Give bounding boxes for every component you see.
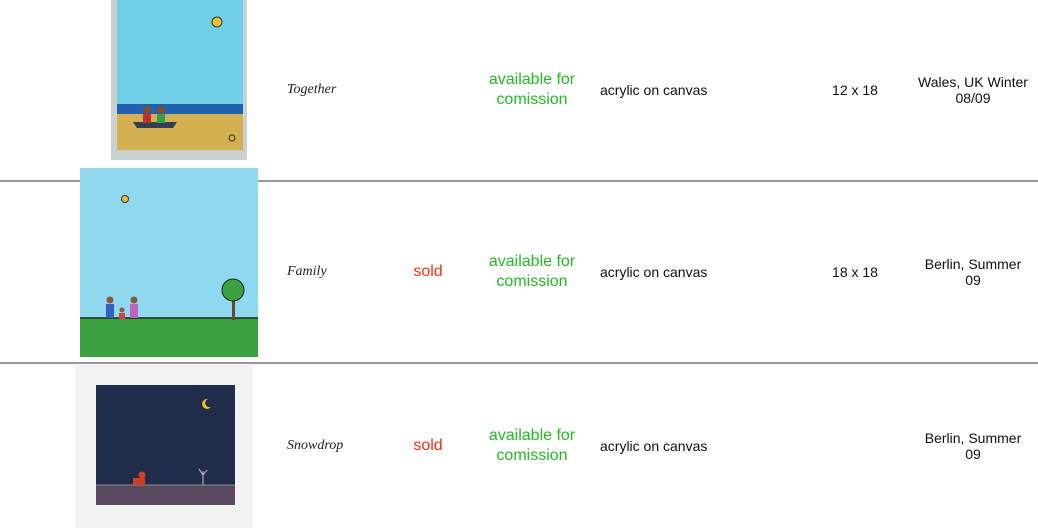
- artwork-row: Family sold available for comission acry…: [0, 168, 1038, 362]
- medium: acrylic on canvas: [600, 264, 708, 280]
- title: Together: [287, 82, 337, 97]
- availability: available for comission: [488, 427, 576, 464]
- status: sold: [413, 437, 443, 454]
- status: sold: [413, 263, 443, 280]
- location: Berlin, Summer 09: [924, 256, 1022, 288]
- artwork-image: [75, 365, 253, 528]
- size: 12 x 18: [832, 82, 878, 98]
- location: Berlin, Summer 09: [924, 430, 1022, 462]
- row-separator: [0, 362, 1038, 364]
- size: 18 x 18: [832, 264, 878, 280]
- availability: available for comission: [488, 71, 576, 108]
- title: Snowdrop: [287, 438, 344, 453]
- title: Family: [287, 264, 327, 279]
- artwork-image: [111, 0, 247, 160]
- artwork-image: [80, 168, 258, 357]
- row-separator: [0, 180, 1038, 182]
- medium: acrylic on canvas: [600, 438, 708, 454]
- location: Wales, UK Winter 08/09: [918, 74, 1028, 106]
- artwork-row: Together available for comission acrylic…: [0, 0, 1038, 180]
- medium: acrylic on canvas: [600, 82, 708, 98]
- availability: available for comission: [488, 253, 576, 290]
- artwork-row: Snowdrop sold available for comission ac…: [0, 364, 1038, 528]
